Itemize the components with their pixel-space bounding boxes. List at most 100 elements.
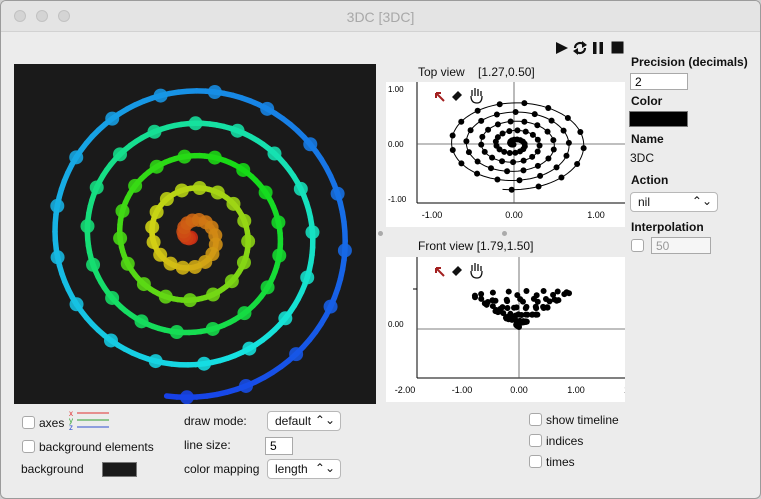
zoom-window-button[interactable]	[58, 10, 70, 22]
line-size-input[interactable]	[265, 437, 293, 455]
window-title: 3DC [3DC]	[346, 9, 415, 25]
front-view-point	[561, 291, 568, 298]
top-view-plot[interactable]: -1.00 0.00 1.00 1.00 0.00 -1.00	[386, 82, 625, 227]
front-view-point	[489, 297, 496, 304]
spiral-point	[158, 289, 173, 304]
top-view-y-tick: 1.00	[388, 85, 404, 94]
front-view-point	[540, 304, 547, 311]
pointer-arrow-icon	[435, 267, 445, 277]
front-view-point	[529, 311, 536, 318]
loop-icon[interactable]	[572, 40, 588, 59]
spiral-point	[105, 111, 120, 126]
front-view-plot[interactable]: -2.00 -1.00 0.00 1.00 2.00 0.00	[386, 257, 625, 402]
front-view-point	[514, 292, 521, 299]
top-view-point	[501, 148, 508, 155]
top-view-point	[536, 142, 543, 149]
background-color-swatch[interactable]	[102, 462, 137, 477]
front-view-point	[534, 298, 541, 305]
times-checkbox[interactable]	[529, 455, 542, 468]
indices-label: indices	[546, 434, 584, 448]
draw-mode-select[interactable]: default ⌃⌄	[267, 411, 341, 431]
action-select[interactable]: nil ⌃⌄	[630, 192, 718, 212]
spiral-point	[206, 287, 221, 302]
front-view-point	[533, 292, 540, 299]
spiral-point	[69, 297, 84, 312]
axes-legend-y: y	[69, 416, 73, 425]
pointer-arrow-icon	[435, 92, 445, 102]
spiral-point	[136, 277, 151, 292]
spiral-point	[236, 255, 251, 270]
front-view-point	[523, 288, 530, 295]
spiral-point	[115, 203, 130, 218]
indices-checkbox[interactable]	[529, 434, 542, 447]
front-view-point	[522, 311, 529, 318]
top-view-point	[485, 126, 492, 133]
front-view-point	[533, 305, 540, 312]
spiral-point	[147, 124, 162, 139]
top-view-point	[564, 114, 571, 121]
top-view-point	[512, 149, 519, 156]
spiral-point	[260, 101, 275, 116]
top-view-point	[563, 152, 570, 159]
spiral-point	[179, 390, 194, 404]
front-view-x-tick: -2.00	[395, 385, 416, 395]
top-view-point	[458, 118, 465, 125]
background-label: background	[21, 462, 84, 476]
top-view-point	[474, 107, 481, 114]
show-timeline-checkbox[interactable]	[529, 413, 542, 426]
top-view-point	[550, 146, 557, 153]
spiral-point	[149, 159, 164, 174]
interpolation-label: Interpolation	[631, 220, 704, 234]
updown-chevron-icon: ⌃⌄	[314, 413, 335, 427]
color-swatch[interactable]	[629, 111, 688, 127]
axes-legend-z: z	[69, 423, 73, 430]
top-view-point	[481, 148, 488, 155]
front-view-x-tick: 1.00	[567, 385, 585, 395]
spiral-point	[113, 231, 128, 246]
top-view-point	[531, 111, 538, 118]
precision-input[interactable]	[630, 73, 688, 90]
play-icon[interactable]	[555, 41, 569, 58]
top-view-point	[458, 160, 465, 167]
stop-icon[interactable]	[611, 41, 624, 57]
split-handle-mid[interactable]	[502, 231, 507, 236]
interpolation-checkbox[interactable]	[631, 239, 644, 252]
top-view-point	[506, 149, 513, 156]
front-view-point	[511, 304, 518, 311]
close-window-button[interactable]	[14, 10, 26, 22]
spiral-point	[177, 149, 192, 164]
front-view-point	[522, 305, 529, 312]
top-view-coords: [1.27,0.50]	[478, 65, 535, 79]
3d-spiral-plot[interactable]	[14, 64, 376, 404]
spiral-point	[207, 150, 222, 165]
spiral-point	[103, 333, 118, 348]
top-view-point	[499, 158, 506, 165]
top-view-point	[522, 128, 529, 135]
top-view-point	[478, 141, 485, 148]
minimize-window-button[interactable]	[36, 10, 48, 22]
front-view-point	[554, 288, 561, 295]
spiral-point	[50, 250, 65, 265]
times-label: times	[546, 455, 575, 469]
axes-checkbox[interactable]	[22, 416, 35, 429]
split-handle-left[interactable]	[378, 231, 383, 236]
spiral-point	[238, 378, 253, 393]
interpolation-input[interactable]	[651, 237, 711, 254]
color-label: Color	[631, 94, 663, 108]
background-elements-checkbox[interactable]	[22, 440, 35, 453]
top-view-point	[558, 174, 565, 181]
top-view-point	[521, 118, 528, 125]
front-view-point	[504, 305, 511, 312]
spiral-point	[105, 290, 120, 305]
color-mapping-select[interactable]: length ⌃⌄	[267, 459, 341, 479]
pause-icon[interactable]	[592, 41, 604, 58]
color-mapping-label: color mapping	[184, 462, 260, 476]
top-view-point	[474, 170, 481, 177]
updown-chevron-icon: ⌃⌄	[314, 461, 335, 475]
top-view-point	[534, 162, 541, 169]
top-view-point	[488, 165, 495, 172]
top-view-point	[506, 128, 513, 135]
top-view-point	[574, 161, 581, 168]
3d-view[interactable]	[14, 64, 376, 404]
front-view-point	[553, 297, 560, 304]
